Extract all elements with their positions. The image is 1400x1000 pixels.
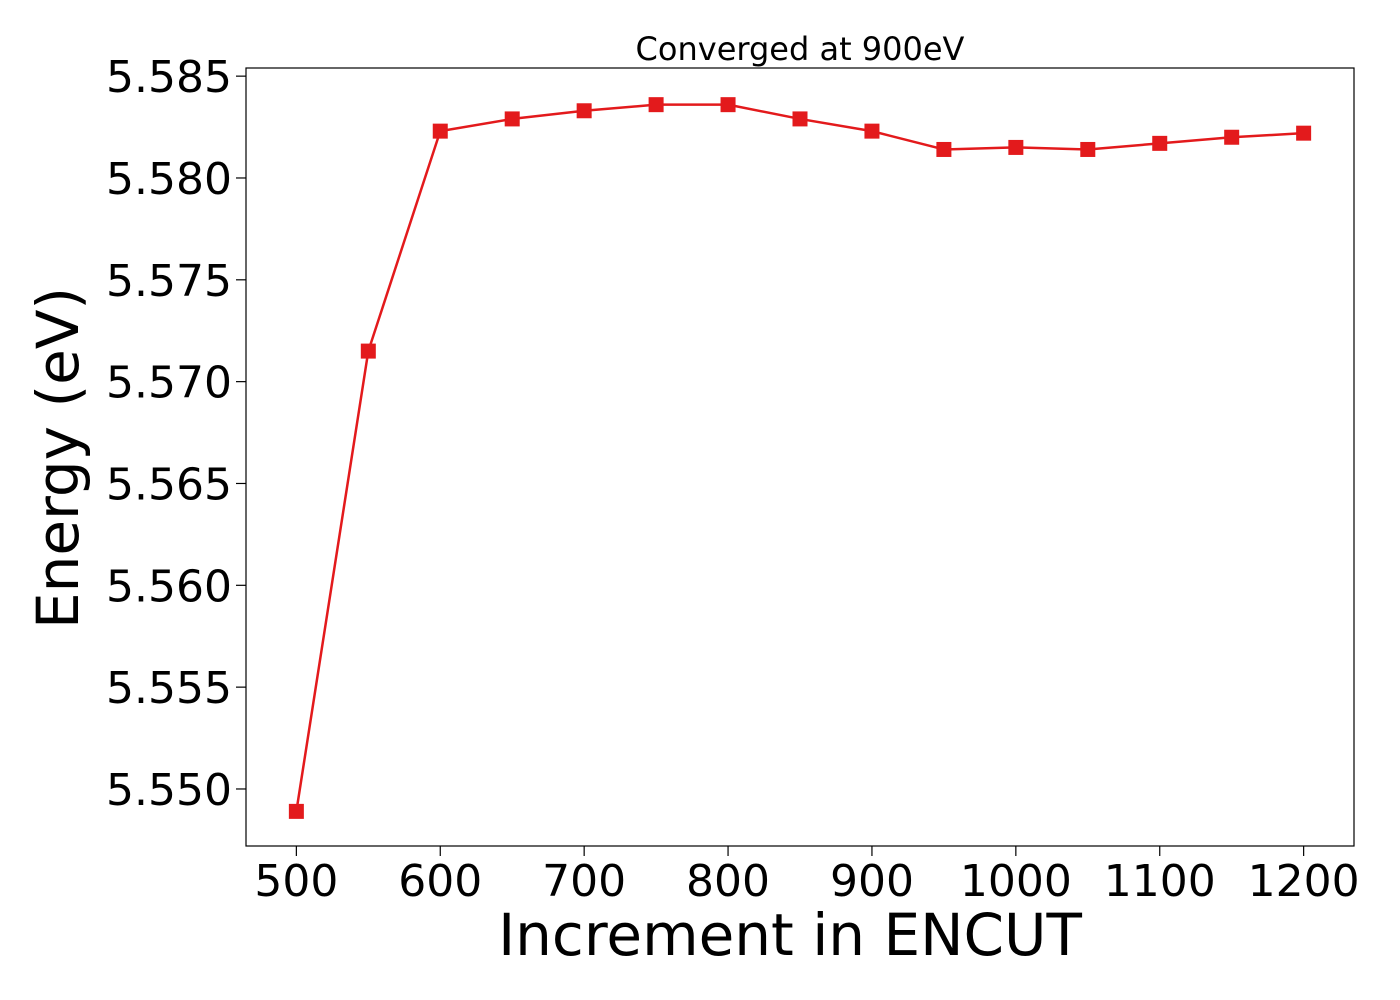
y-tick-label: 5.555 xyxy=(106,663,232,714)
data-point-marker xyxy=(1080,141,1096,157)
data-point-marker xyxy=(360,343,376,359)
y-axis-ticks: 5.550 5.555 5.560 5.565 5.570 5.575 5.580 5.585 xyxy=(106,52,246,816)
data-point-marker xyxy=(1224,129,1240,145)
x-axis-title: Increment in ENCUT xyxy=(498,901,1082,969)
chart-title: Converged at 900eV xyxy=(636,30,965,68)
data-point-marker xyxy=(864,123,880,139)
x-axis-ticks: 500 600 700 800 900 1000 1100 1200 xyxy=(254,846,1360,907)
y-axis-title: Energy (eV) xyxy=(24,287,92,629)
data-point-marker xyxy=(936,141,952,157)
x-tick-label: 600 xyxy=(398,856,482,907)
plot-frame xyxy=(245,67,1355,847)
data-point-marker xyxy=(432,123,448,139)
data-point-marker xyxy=(504,111,520,127)
x-tick-label: 800 xyxy=(686,856,770,907)
data-point-marker xyxy=(1296,125,1312,141)
x-tick-label: 900 xyxy=(830,856,914,907)
y-tick-label: 5.575 xyxy=(106,256,232,307)
y-tick-label: 5.570 xyxy=(106,358,232,409)
x-tick-label: 1100 xyxy=(1104,856,1216,907)
data-point-marker xyxy=(720,97,736,113)
data-point-marker xyxy=(576,103,592,119)
y-tick-label: 5.550 xyxy=(106,765,232,816)
x-tick-label: 500 xyxy=(254,856,338,907)
y-tick-label: 5.585 xyxy=(106,52,232,103)
series-line xyxy=(295,103,1304,812)
data-point-marker xyxy=(1008,139,1024,155)
x-tick-label: 1200 xyxy=(1248,856,1360,907)
data-point-marker xyxy=(648,97,664,113)
series-layer xyxy=(288,97,1312,819)
data-point-marker xyxy=(1152,135,1168,151)
y-tick-label: 5.560 xyxy=(106,561,232,612)
x-tick-label: 700 xyxy=(542,856,626,907)
y-tick-label: 5.565 xyxy=(106,459,232,510)
y-tick-label: 5.580 xyxy=(106,154,232,205)
data-point-marker xyxy=(288,803,304,819)
x-tick-label: 1000 xyxy=(960,856,1072,907)
plot-area xyxy=(245,67,1355,847)
data-point-marker xyxy=(792,111,808,127)
